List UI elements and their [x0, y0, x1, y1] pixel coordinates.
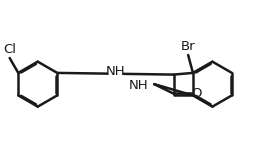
Text: NH: NH — [106, 65, 125, 78]
Text: NH: NH — [129, 79, 148, 92]
Text: Br: Br — [181, 40, 195, 53]
Text: Cl: Cl — [3, 43, 16, 56]
Text: O: O — [192, 87, 202, 100]
